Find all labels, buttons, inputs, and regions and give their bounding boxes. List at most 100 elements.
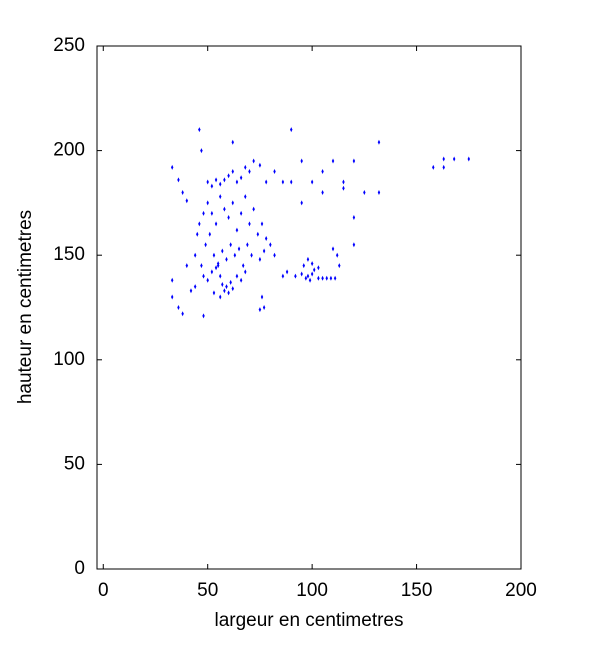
point [212, 290, 216, 296]
x-tick-label: 200 [505, 580, 537, 601]
point [269, 242, 272, 248]
point [310, 271, 314, 277]
point [442, 156, 445, 162]
point [248, 221, 251, 227]
point [206, 179, 209, 185]
point [229, 242, 232, 248]
point [219, 181, 222, 187]
point [260, 221, 264, 227]
point [235, 273, 239, 279]
point [352, 158, 356, 164]
y-tick-label: 150 [53, 244, 85, 265]
point [317, 265, 320, 271]
point [352, 215, 356, 221]
point [452, 156, 456, 162]
point [290, 127, 293, 133]
point [310, 261, 314, 267]
point [214, 221, 218, 227]
point [306, 273, 310, 279]
point [193, 252, 197, 258]
point [193, 284, 197, 290]
x-tick-label: 150 [401, 580, 433, 601]
point [227, 290, 230, 296]
point [229, 279, 232, 285]
point [442, 164, 445, 170]
point [321, 189, 324, 195]
point [170, 164, 174, 170]
point [325, 275, 328, 281]
point [258, 307, 262, 313]
point [185, 263, 189, 269]
point [196, 231, 199, 237]
point [200, 263, 203, 269]
point [352, 242, 356, 248]
point [338, 263, 341, 269]
point [210, 183, 214, 189]
point [225, 284, 228, 290]
point [331, 246, 335, 252]
y-tick-label: 200 [53, 140, 85, 161]
point [329, 275, 333, 281]
y-tick-label: 100 [53, 349, 85, 370]
point [204, 242, 207, 248]
point [239, 210, 243, 216]
point [170, 294, 174, 300]
point [244, 164, 247, 170]
plot-frame [96, 45, 522, 570]
point [281, 273, 285, 279]
point [331, 158, 335, 164]
point [285, 269, 289, 275]
point [202, 313, 205, 319]
point [221, 281, 224, 287]
x-tick-label: 50 [197, 580, 218, 601]
point [231, 286, 234, 292]
point [208, 231, 211, 237]
point [308, 277, 312, 283]
point [242, 263, 245, 269]
point [221, 248, 224, 254]
point [206, 200, 209, 206]
point [239, 175, 243, 181]
point [377, 189, 381, 195]
point [248, 169, 251, 175]
point [181, 311, 184, 317]
point [273, 169, 276, 175]
point [223, 206, 226, 212]
point [317, 275, 320, 281]
point [177, 177, 180, 183]
point [273, 252, 276, 258]
x-axis-label: largeur en centimetres [214, 610, 403, 631]
point [231, 200, 234, 206]
point [239, 277, 243, 283]
point [246, 242, 249, 248]
point [256, 231, 260, 237]
point [231, 169, 234, 175]
point [214, 177, 218, 183]
point [262, 248, 266, 254]
y-tick-label: 0 [74, 558, 85, 579]
point [219, 294, 222, 300]
point [300, 200, 303, 206]
point [252, 206, 255, 212]
point [310, 179, 314, 185]
point [223, 177, 226, 183]
point [432, 164, 435, 170]
point [235, 227, 239, 233]
point [342, 185, 345, 191]
point [189, 288, 193, 294]
point [281, 179, 285, 185]
point [321, 169, 324, 175]
point [219, 273, 222, 279]
point [262, 305, 266, 310]
point [198, 127, 201, 133]
point [214, 265, 218, 271]
point [342, 179, 345, 185]
point [377, 139, 381, 145]
point [185, 198, 189, 204]
point [212, 252, 216, 258]
point [177, 305, 180, 310]
point [233, 252, 237, 258]
point [294, 273, 297, 279]
point [258, 162, 262, 168]
